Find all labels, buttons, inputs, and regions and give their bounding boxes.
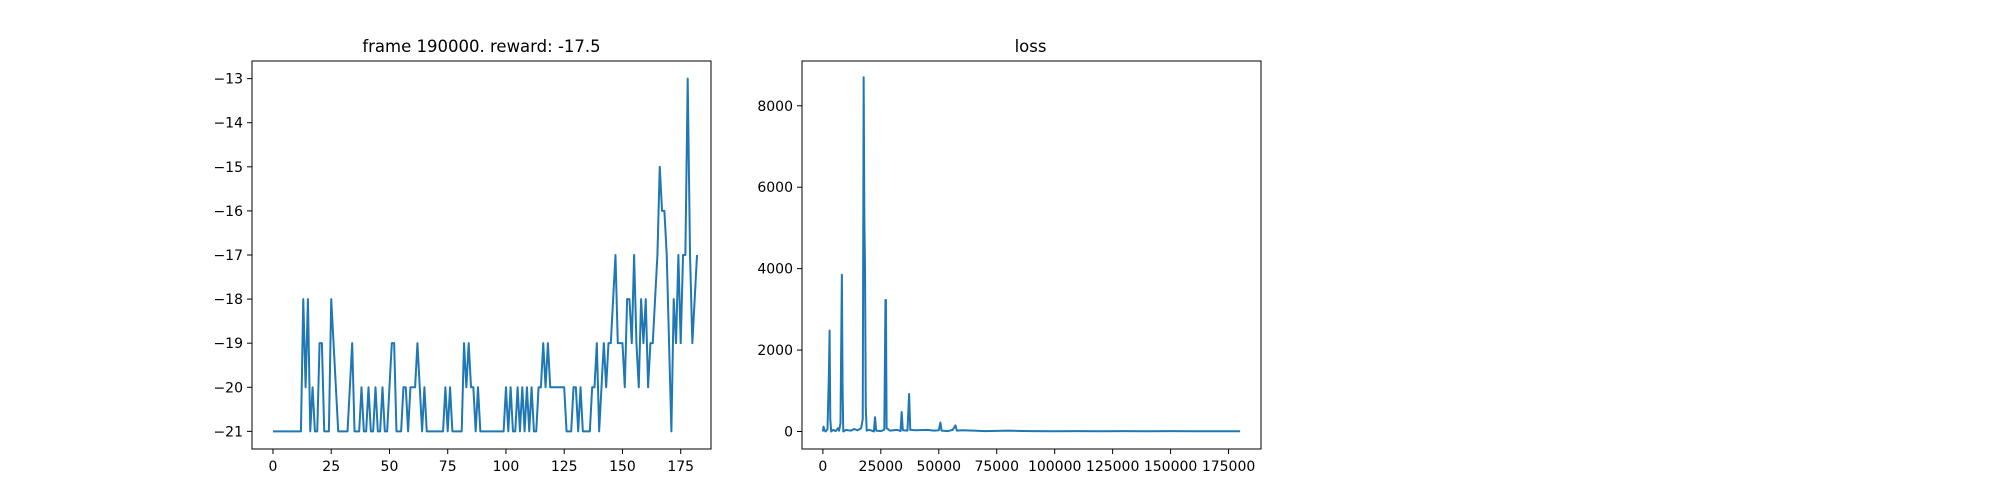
x-tick-label: 50000 <box>916 459 961 475</box>
y-tick-label: 8000 <box>757 99 793 115</box>
x-tick-label: 125000 <box>1086 459 1139 475</box>
x-tick-label: 125 <box>551 459 578 475</box>
x-tick-label: 75000 <box>974 459 1019 475</box>
y-tick-label: −16 <box>213 204 243 220</box>
reward-plot-area: 0 25 50 75 100 125 150 175 −21 −20 −19 −18 −17 −16 −15… <box>213 60 712 475</box>
x-tick-label: 100 <box>493 459 520 475</box>
x-tick-label: 175 <box>667 459 694 475</box>
y-tick-label: 4000 <box>757 262 793 278</box>
x-tick-label: 75 <box>439 459 457 475</box>
y-tick-label: −13 <box>213 72 243 88</box>
y-tick-label: −14 <box>213 116 243 132</box>
y-tick-label: 2000 <box>757 343 793 359</box>
y-tick-label: −20 <box>213 380 243 396</box>
chart-title: frame 190000. reward: -17.5 <box>362 37 600 56</box>
y-tick-label: −19 <box>213 336 243 352</box>
x-tick-label: 100000 <box>1028 459 1081 475</box>
y-tick-label: −21 <box>213 424 243 440</box>
y-tick-label: 6000 <box>757 180 793 196</box>
series-line <box>272 77 699 433</box>
x-tick-label: 50 <box>381 459 399 475</box>
axes-frame <box>801 60 1262 450</box>
y-tick-label: −18 <box>213 292 243 308</box>
loss-plot-area: 0 25000 50000 75000 100000 125000 150000 175000… <box>757 60 1262 475</box>
chart-title: loss <box>1015 37 1047 56</box>
axes-frame <box>251 60 712 450</box>
y-tick-label: 0 <box>784 424 793 440</box>
x-tick-label: 150000 <box>1144 459 1197 475</box>
loss-chart: loss 0 25000 50000 75000 100000 125000 150000 1… <box>757 37 1262 475</box>
y-tick-label: −17 <box>213 248 243 264</box>
series-line <box>821 76 1241 433</box>
x-tick-label: 25 <box>322 459 340 475</box>
x-tick-label: 0 <box>818 459 827 475</box>
y-tick-label: −15 <box>213 160 243 176</box>
reward-chart: frame 190000. reward: -17.5 0 25 50 75 100 12… <box>213 37 712 475</box>
x-tick-label: 25000 <box>859 459 904 475</box>
x-tick-label: 0 <box>269 459 278 475</box>
x-tick-label: 150 <box>609 459 636 475</box>
x-tick-label: 175000 <box>1202 459 1255 475</box>
